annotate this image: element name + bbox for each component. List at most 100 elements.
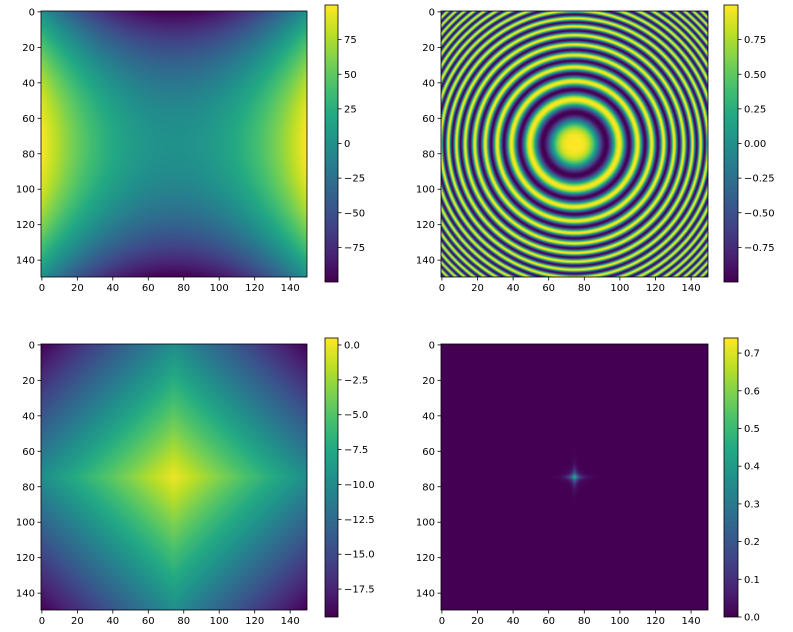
colorbar-tick-label: −75: [344, 243, 365, 254]
y-tick-label: 140: [416, 256, 435, 267]
y-tick-label: 40: [422, 411, 435, 422]
colorbar-frame: [723, 337, 739, 618]
x-tick-label: 140: [682, 616, 701, 627]
x-tick-label: 80: [578, 616, 591, 627]
colorbar-tick-label: 0.50: [744, 70, 766, 81]
heatmap-image: [441, 11, 708, 277]
colorbar-tick-label: 0.3: [744, 499, 760, 510]
x-tick-label: 80: [578, 283, 591, 294]
y-tick-label: 0: [429, 7, 435, 18]
x-tick-label: 20: [471, 283, 484, 294]
x-tick-label: 80: [177, 283, 190, 294]
y-tick-label: 80: [22, 149, 35, 160]
axes-frame: [40, 10, 308, 278]
y-tick-label: 20: [422, 376, 435, 387]
colorbar-tick-label: −10.0: [344, 480, 375, 491]
y-tick-label: 40: [22, 411, 35, 422]
x-tick-label: 0: [439, 283, 445, 294]
colorbar-tick-label: −2.5: [344, 375, 368, 386]
x-tick-label: 60: [142, 283, 155, 294]
x-tick-label: 40: [507, 283, 520, 294]
y-tick-label: 60: [22, 447, 35, 458]
y-tick-label: 140: [16, 589, 35, 600]
y-tick-label: 120: [16, 553, 35, 564]
axes-frame: [40, 343, 308, 611]
axes-frame: [440, 10, 709, 278]
heatmap-panel-4: 0 20 40 60 80 100 120 140 0 20 40 60 80 100 120 140 0.7 0…: [416, 337, 760, 627]
y-tick-label: 20: [22, 376, 35, 387]
x-tick-label: 100: [610, 616, 629, 627]
heatmap-image: [441, 344, 708, 610]
x-tick-label: 0: [439, 616, 445, 627]
colorbar-tick-label: 25: [344, 104, 357, 115]
colorbar-tick-label: 0: [344, 139, 350, 150]
y-tick-label: 0: [29, 340, 35, 351]
colorbar-tick-label: −0.75: [744, 243, 775, 254]
x-tick-label: 40: [106, 616, 119, 627]
colorbar-tick-label: 0.2: [744, 537, 760, 548]
x-tick-label: 40: [106, 283, 119, 294]
y-tick-label: 120: [416, 553, 435, 564]
x-tick-label: 20: [71, 283, 84, 294]
colorbar-tick-label: 0.25: [744, 104, 766, 115]
y-tick-label: 40: [422, 78, 435, 89]
x-tick-label: 60: [542, 616, 555, 627]
y-tick-label: 140: [416, 589, 435, 600]
x-tick-label: 0: [39, 616, 45, 627]
y-tick-label: 120: [16, 220, 35, 231]
colorbar-gradient: [724, 5, 738, 282]
colorbar-tick-label: −17.5: [344, 585, 375, 596]
colorbar-tick-label: 0.7: [744, 349, 760, 360]
colorbar-gradient: [724, 338, 738, 617]
y-tick-label: 80: [422, 482, 435, 493]
x-tick-label: 100: [610, 283, 629, 294]
x-tick-label: 120: [646, 283, 665, 294]
heatmap-panel-3: 0 20 40 60 80 100 120 140 0 20 40 60 80 100 120 140 0.0 −…: [16, 337, 375, 627]
colorbar-tick-label: −0.50: [744, 208, 775, 219]
colorbar-tick-label: 0.00: [744, 139, 766, 150]
x-tick-label: 100: [210, 616, 229, 627]
y-tick-label: 60: [422, 447, 435, 458]
colorbar-tick-label: −50: [344, 208, 365, 219]
y-tick-label: 60: [22, 114, 35, 125]
colorbar-tick-label: −12.5: [344, 515, 375, 526]
colorbar-gradient: [325, 5, 338, 282]
colorbar-tick-label: −7.5: [344, 445, 368, 456]
y-tick-label: 40: [22, 78, 35, 89]
colorbar-tick-label: 0.1: [744, 575, 760, 586]
colorbar-tick-label: −5.0: [344, 410, 368, 421]
x-tick-label: 20: [71, 616, 84, 627]
heatmap-panel-2: 0 20 40 60 80 100 120 140 0 20 40 60 80 100 120 140 0.75…: [416, 4, 775, 294]
x-tick-label: 140: [281, 283, 300, 294]
colorbar-tick-label: 75: [344, 35, 357, 46]
y-tick-label: 20: [22, 43, 35, 54]
x-tick-label: 120: [245, 283, 264, 294]
x-tick-label: 140: [682, 283, 701, 294]
x-tick-label: 60: [142, 616, 155, 627]
x-tick-label: 120: [646, 616, 665, 627]
x-tick-label: 40: [507, 616, 520, 627]
colorbar-tick-label: 0.0: [344, 340, 360, 351]
y-tick-label: 0: [429, 340, 435, 351]
colorbar-tick-label: −15.0: [344, 550, 375, 561]
y-tick-label: 0: [29, 7, 35, 18]
heatmap-image: [41, 344, 307, 610]
y-tick-label: 60: [422, 114, 435, 125]
y-tick-label: 100: [16, 185, 35, 196]
y-tick-label: 100: [416, 518, 435, 529]
colorbar-tick-label: −0.25: [744, 174, 775, 185]
y-tick-label: 100: [16, 518, 35, 529]
x-tick-label: 0: [39, 283, 45, 294]
axes-frame: [440, 343, 709, 611]
y-tick-label: 120: [416, 220, 435, 231]
heatmap-panel-1: 0 20 40 60 80 100 120 140 0 20 40 60 80 100 120 140 75 50…: [16, 4, 365, 294]
x-tick-label: 60: [542, 283, 555, 294]
x-tick-label: 120: [245, 616, 264, 627]
colorbar-tick-label: −25: [344, 174, 365, 185]
colorbar-frame: [324, 337, 339, 618]
colorbar-tick-label: 0.0: [744, 613, 760, 624]
x-tick-label: 100: [210, 283, 229, 294]
heatmap-image: [41, 11, 307, 277]
colorbar-tick-label: 0.5: [744, 424, 760, 435]
x-tick-label: 80: [177, 616, 190, 627]
